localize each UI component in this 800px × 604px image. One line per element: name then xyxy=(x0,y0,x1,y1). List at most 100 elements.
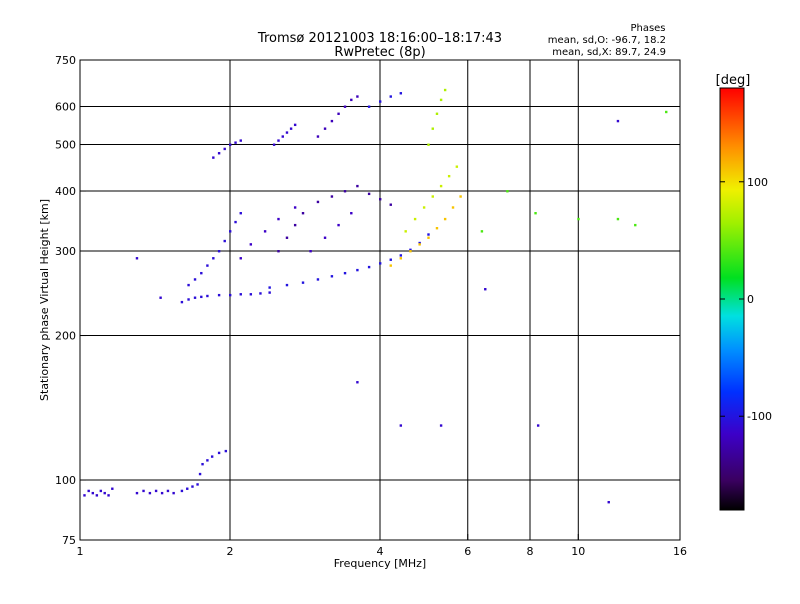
data-point xyxy=(239,257,242,260)
data-point xyxy=(399,257,403,260)
data-point xyxy=(160,491,164,495)
stats-line-x: mean, sd,X: 89.7, 24.9 xyxy=(552,47,666,58)
data-point xyxy=(389,203,392,206)
chart-title: Tromsø 20121003 18:16:00–18:17:43 xyxy=(257,31,502,46)
data-point xyxy=(210,455,214,458)
x-axis-label: Frequency [MHz] xyxy=(334,557,426,570)
data-point xyxy=(439,424,443,427)
x-tick-label: 6 xyxy=(464,545,471,558)
data-point xyxy=(148,491,152,495)
data-point xyxy=(443,88,447,92)
data-point xyxy=(350,98,353,102)
x-tick-label: 16 xyxy=(673,545,687,558)
data-point xyxy=(224,449,228,453)
data-point xyxy=(196,483,199,486)
data-point xyxy=(356,381,359,384)
data-point xyxy=(83,494,86,497)
data-point xyxy=(223,147,226,151)
data-point xyxy=(91,491,95,495)
data-point xyxy=(229,143,232,146)
data-point xyxy=(206,264,209,267)
data-point xyxy=(249,243,253,246)
data-point xyxy=(206,459,209,462)
data-point xyxy=(418,241,421,245)
data-point xyxy=(234,141,237,144)
data-point xyxy=(277,139,280,142)
data-point xyxy=(316,135,320,138)
data-point xyxy=(484,288,487,291)
data-point xyxy=(455,165,459,168)
data-point xyxy=(343,105,347,108)
chart-subtitle: RwPretec (8p) xyxy=(334,45,425,60)
data-point xyxy=(180,489,184,493)
data-point xyxy=(259,292,262,295)
data-point xyxy=(285,131,289,134)
colorbar-ticks: -100 0 100 xyxy=(720,176,772,423)
data-point xyxy=(389,264,392,267)
data-point xyxy=(330,275,334,278)
data-point xyxy=(187,283,190,287)
colorbar-tick-label: 100 xyxy=(747,176,768,189)
data-point xyxy=(193,296,197,299)
stats-heading: Phases xyxy=(630,23,665,34)
y-tick-label: 200 xyxy=(55,330,76,343)
data-point xyxy=(186,487,189,490)
data-point xyxy=(301,281,305,284)
data-point xyxy=(212,156,215,159)
data-point xyxy=(285,283,289,287)
data-point xyxy=(135,257,139,260)
data-point xyxy=(409,250,412,253)
data-point xyxy=(234,220,237,224)
data-point xyxy=(577,217,580,221)
data-point xyxy=(616,217,620,221)
data-point xyxy=(379,198,382,201)
data-point xyxy=(103,491,106,495)
data-point xyxy=(285,236,289,239)
data-point xyxy=(263,230,267,233)
data-point xyxy=(418,243,421,246)
data-point xyxy=(367,192,371,196)
data-point xyxy=(665,110,668,114)
data-point xyxy=(111,487,114,490)
grid xyxy=(80,60,680,540)
data-point xyxy=(316,200,320,204)
data-point xyxy=(404,230,407,233)
data-point xyxy=(356,184,359,188)
data-point xyxy=(399,424,403,427)
data-point xyxy=(301,212,305,215)
data-point xyxy=(217,250,221,253)
data-point xyxy=(95,494,99,497)
data-point xyxy=(350,212,353,215)
data-point xyxy=(330,195,334,198)
data-point xyxy=(435,112,439,115)
y-tick-label: 100 xyxy=(55,474,76,487)
data-point xyxy=(480,230,484,233)
data-point xyxy=(198,472,202,476)
data-point xyxy=(316,278,320,281)
y-tick-label: 400 xyxy=(55,185,76,198)
data-point xyxy=(191,485,194,488)
data-point xyxy=(616,119,620,123)
x-tick-label: 8 xyxy=(527,545,534,558)
data-point xyxy=(379,100,382,103)
data-point xyxy=(200,295,203,299)
data-point xyxy=(323,236,327,239)
data-point xyxy=(206,294,209,298)
data-point xyxy=(154,489,158,493)
data-point xyxy=(435,227,439,230)
x-tick-label: 10 xyxy=(571,545,585,558)
data-point xyxy=(439,184,443,188)
data-point xyxy=(427,236,430,239)
data-point xyxy=(409,248,412,252)
data-point xyxy=(200,271,203,275)
data-point xyxy=(451,206,455,209)
colorbar-tick-label: 0 xyxy=(747,293,754,306)
data-point xyxy=(413,217,417,221)
data-point xyxy=(166,489,170,493)
data-point xyxy=(399,254,403,257)
colorbar-tick-label: -100 xyxy=(747,410,772,423)
y-tick-label: 600 xyxy=(55,101,76,114)
data-point xyxy=(431,195,434,198)
data-point xyxy=(536,424,540,427)
